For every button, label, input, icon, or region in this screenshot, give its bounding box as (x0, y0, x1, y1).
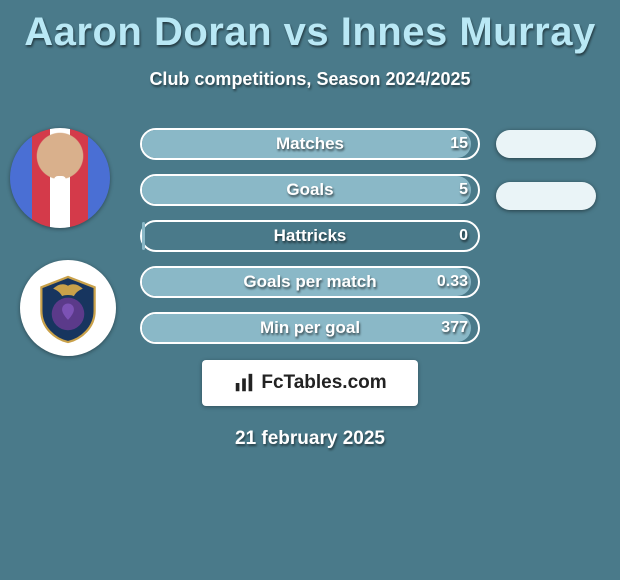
date-text: 21 february 2025 (0, 428, 620, 450)
bar-chart-icon (233, 372, 255, 394)
player2-pill-1 (496, 130, 596, 158)
player1-avatar (10, 128, 110, 228)
bar-value: 0.33 (437, 266, 468, 298)
stat-row: Goals per match0.33 (140, 266, 480, 298)
bar-value: 0 (459, 220, 468, 252)
branding-box: FcTables.com (202, 360, 418, 406)
stat-row: Matches15 (140, 128, 480, 160)
branding-text: FcTables.com (261, 372, 386, 394)
right-column (496, 128, 606, 234)
stat-row: Min per goal377 (140, 312, 480, 344)
stat-row: Goals5 (140, 174, 480, 206)
bar-label: Goals (140, 174, 480, 206)
page-subtitle: Club competitions, Season 2024/2025 (0, 69, 620, 90)
player1-club-crest (20, 260, 116, 356)
bar-label: Goals per match (140, 266, 480, 298)
stats-bars: Matches15 Goals5 Hattricks0 Goals per match… (140, 128, 480, 344)
bar-value: 15 (450, 128, 468, 160)
bar-value: 5 (459, 174, 468, 206)
content-area: Matches15 Goals5 Hattricks0 Goals per match… (0, 128, 620, 344)
left-column (10, 128, 120, 356)
page-title: Aaron Doran vs Innes Murray (0, 0, 620, 55)
stat-row: Hattricks0 (140, 220, 480, 252)
crest-icon (31, 271, 105, 345)
bar-label: Hattricks (140, 220, 480, 252)
bar-value: 377 (441, 312, 468, 344)
player2-pill-2 (496, 182, 596, 210)
bar-label: Matches (140, 128, 480, 160)
bar-label: Min per goal (140, 312, 480, 344)
